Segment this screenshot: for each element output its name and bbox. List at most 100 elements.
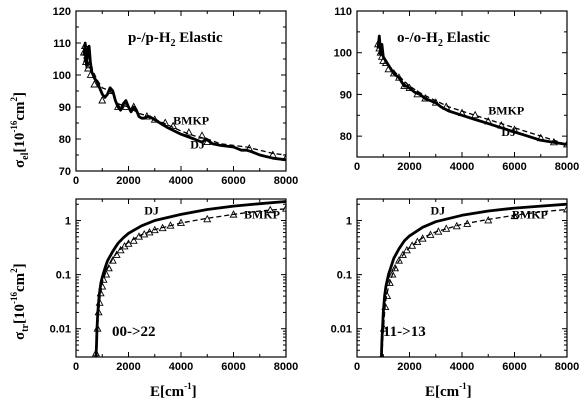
data-point-triangle [129,102,138,110]
data-point-triangle [549,137,558,146]
data-point-triangle [442,102,451,110]
data-point-triangle [121,102,130,110]
data-point-triangle [245,144,254,152]
plot-area [79,41,286,162]
data-point-triangle [94,307,103,316]
data-point-triangle [80,41,89,50]
x-tick-label: 8000 [555,361,579,373]
x-axis-label-right: E[cm-1] [425,381,472,400]
y-tick-label: 110 [334,6,352,18]
y-tick-label: 1 [346,216,352,228]
plot-area [373,34,567,148]
x-tick-label: 4000 [450,161,474,173]
data-point-triangle [79,48,88,56]
data-point-triangle [381,302,390,311]
plot-frame [356,10,568,158]
annotation-bmkp: BMKP [244,207,280,221]
plot-frame [75,10,287,172]
y-tick-label: 90 [340,89,352,101]
x-tick-label: 8000 [555,161,579,173]
panel-elastic-ortho: 0 2000 4000 6000 8000 80 90 100 110 o-/o-H2 Elast… [334,6,580,173]
x-tick-label: 0 [73,361,79,373]
data-point-triangle [418,234,427,242]
series-line-dj [82,41,286,162]
data-point-triangle [106,86,115,94]
x-axis-label-left: E[cm-1] [150,381,197,400]
plot-frame [356,198,568,358]
data-point-triangle [484,215,493,224]
data-point-triangle [95,298,104,306]
data-point-triangle [562,139,567,148]
x-tick-label: 0 [354,361,360,373]
x-tick-label: 8000 [274,175,298,187]
x-tick-label: 0 [73,175,79,187]
data-point-triangle [421,94,430,102]
data-point-triangle [134,232,144,240]
data-point-triangle [388,270,397,278]
data-point-triangle [442,224,451,232]
series-line-bmkp [83,51,286,156]
panel-title: o-/o-H2 Elastic [397,30,490,49]
data-point-triangle [400,81,409,89]
x-tick-label: 2000 [116,361,140,373]
data-point-triangle [426,230,435,238]
y-axis-label-top: σel[10-16cm2] [9,92,31,168]
data-point-triangle [536,133,545,142]
data-point-triangle [112,250,121,258]
y-tick-label: 0.01 [50,324,71,336]
x-tick-label: 0 [354,161,360,173]
data-point-triangle [150,225,159,234]
data-point-triangle [383,291,392,299]
data-point-triangle [81,57,90,66]
data-point-triangle [266,205,275,214]
x-tick-label: 2000 [116,175,140,187]
annotation-bmkp: BMKP [512,207,548,221]
data-point-triangle [83,51,92,59]
data-point-triangle [166,221,175,229]
y-tick-label: 0.1 [56,270,71,282]
series-line-dj [380,202,567,357]
x-tick-label: 2000 [397,161,421,173]
y-tick-label: 70 [59,166,71,178]
data-point-triangle [203,137,212,146]
data-point-triangle [158,223,167,232]
x-tick-label: 6000 [221,361,245,373]
data-point-triangle [85,60,94,69]
panel-inelastic-00-22: 0 2000 4000 6000 8000 0.01 0.1 1 00->22 DJ BMKP [50,198,298,373]
data-point-triangle [268,150,277,158]
data-point-triangle [197,131,207,139]
data-point-triangle [391,263,400,272]
y-tick-label: 1 [65,216,71,228]
x-tick-label: 4000 [450,361,474,373]
x-tick-label: 4000 [169,361,193,373]
data-point-triangle [463,219,472,227]
y-tick-label: 120 [53,6,71,18]
annotation-dj: DJ [144,203,159,217]
data-point-triangle [389,69,398,77]
data-point-triangle [402,245,411,254]
data-point-triangle [93,324,102,332]
y-tick-label: 80 [340,131,352,143]
annotation-dj: DJ [431,203,446,217]
data-point-triangle [562,204,567,213]
data-point-triangle [484,116,493,125]
data-point-triangle [140,230,149,238]
data-point-triangle [457,108,467,117]
data-point-triangle [176,218,186,226]
data-point-triangle [381,58,390,66]
data-point-triangle [497,121,506,129]
data-point-triangle [91,348,100,357]
annotation-dj: DJ [501,125,516,139]
annotation-bmkp: BMKP [488,103,524,117]
data-point-triangle [510,211,519,220]
data-point-triangle [229,210,238,218]
data-point-triangle [379,352,385,357]
data-point-triangle [116,245,125,254]
data-point-triangle [98,282,107,290]
annotation-dj: DJ [190,138,205,152]
data-point-triangle [281,153,286,162]
data-point-triangle [96,288,105,297]
x-tick-label: 4000 [169,175,193,187]
data-point-triangle [169,121,178,130]
y-tick-label: 110 [53,38,71,50]
